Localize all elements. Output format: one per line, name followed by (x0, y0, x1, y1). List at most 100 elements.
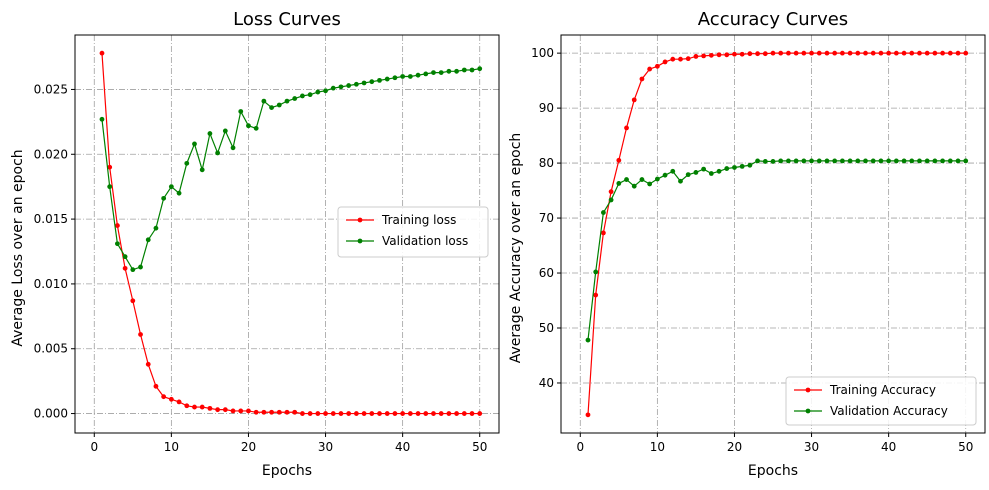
accuracy-series-validation-point (654, 176, 660, 182)
accuracy-series-validation-point (639, 177, 645, 182)
accuracy-legend-entry-training-marker (805, 387, 811, 393)
loss-series-validation-point (423, 71, 429, 77)
loss-series-validation-point (192, 141, 197, 147)
loss-x-tick-label: 0 (90, 440, 98, 454)
loss-y-tick-label: 0.010 (34, 277, 68, 291)
accuracy-series-validation-point (608, 197, 614, 203)
accuracy-series-validation-point (901, 158, 907, 164)
accuracy-series-training-point (917, 50, 922, 56)
loss-series-training-point (338, 411, 344, 416)
loss-series-training-point (330, 411, 336, 416)
loss-series-training-point (477, 411, 483, 416)
accuracy-series-training-point (670, 56, 676, 62)
accuracy-series-training-point (932, 50, 938, 56)
accuracy-series-validation-point (647, 181, 653, 187)
loss-series-validation-point (168, 184, 174, 190)
loss-series-validation-point (469, 67, 475, 73)
loss-series-training-point (261, 409, 267, 415)
accuracy-series-validation (585, 158, 969, 343)
loss-series-training-point (361, 411, 367, 416)
accuracy-series-training-point (601, 230, 606, 236)
accuracy-series-training (585, 50, 969, 418)
loss-series-training-point (138, 332, 143, 337)
loss-series-validation-point (215, 150, 221, 156)
accuracy-series-validation-point (816, 158, 822, 164)
loss-series-validation-point (307, 92, 313, 98)
accuracy-series-training-point (855, 50, 861, 56)
accuracy-series-training-point (816, 50, 822, 56)
loss-series-validation-point (431, 70, 436, 75)
loss-series-validation-point (292, 96, 298, 101)
loss-series-training-point (454, 411, 459, 416)
accuracy-series-validation-point (863, 158, 868, 164)
accuracy-series-training-point (809, 50, 814, 56)
accuracy-chart: Accuracy Curves Epochs Average Accuracy … (508, 9, 986, 479)
loss-series-training-point (446, 411, 452, 416)
accuracy-series-validation-point (893, 158, 899, 164)
loss-x-tick-label: 10 (164, 440, 179, 454)
loss-series-validation-point (115, 241, 120, 247)
accuracy-series-validation-point (747, 162, 753, 168)
loss-series-training-point (145, 361, 151, 367)
accuracy-series-training-point (778, 50, 784, 56)
accuracy-series-validation-point (678, 178, 683, 184)
accuracy-legend-entry-training-label: Training Accuracy (829, 383, 936, 397)
accuracy-x-tick-label: 10 (650, 440, 665, 454)
accuracy-series-validation-point (739, 163, 745, 169)
loss-series-training-point (284, 409, 290, 415)
accuracy-series-training-point (716, 52, 722, 58)
loss-series-validation-point (407, 74, 413, 79)
loss-series-validation-point (353, 81, 359, 87)
accuracy-series-validation-point (793, 158, 799, 164)
accuracy-series-validation-point (670, 168, 676, 174)
loss-series-training-point (392, 411, 398, 416)
accuracy-series-validation-point (955, 158, 961, 164)
loss-series-training-point (377, 411, 382, 416)
loss-series-validation-point (199, 167, 205, 173)
accuracy-series-training-point (824, 50, 830, 56)
accuracy-series-validation-point (917, 158, 922, 164)
loss-series-validation-point (222, 128, 228, 134)
accuracy-series-training-point (747, 51, 753, 57)
accuracy-series-validation-point (616, 181, 622, 186)
loss-series-validation-point (323, 88, 328, 94)
accuracy-x-tick-label: 50 (958, 440, 973, 454)
loss-legend: Training loss Validation loss (337, 206, 489, 258)
accuracy-series-validation-point (624, 177, 629, 182)
accuracy-series-validation-point (662, 172, 668, 178)
loss-series-training-point (469, 411, 475, 416)
accuracy-y-tick-label: 50 (539, 321, 554, 335)
loss-y-tick-label: 0.025 (34, 82, 68, 96)
accuracy-series-training-point (624, 125, 629, 131)
loss-series-validation-point (384, 76, 390, 82)
loss-series-validation-point (446, 68, 452, 74)
loss-y-tick-label: 0.005 (34, 342, 68, 356)
accuracy-series-validation-point (716, 168, 722, 174)
loss-series-validation-point (261, 98, 267, 104)
accuracy-series-training-point (893, 50, 899, 56)
loss-series-validation-point (145, 237, 151, 243)
loss-series-validation-point (138, 264, 143, 270)
accuracy-x-tick-label: 30 (804, 440, 819, 454)
accuracy-series-training-point (940, 50, 945, 56)
accuracy-x-tick-label: 20 (727, 440, 742, 454)
loss-x-tick-label: 20 (241, 440, 256, 454)
loss-series-training-point (99, 50, 105, 56)
loss-series-training-point (168, 396, 174, 402)
loss-series-training-point (230, 408, 236, 414)
loss-series-validation-point (477, 66, 483, 72)
loss-series-validation-point (230, 145, 236, 151)
loss-series-training-point (300, 411, 305, 416)
accuracy-series-validation-point (593, 269, 599, 275)
loss-series-training-point (215, 407, 221, 413)
accuracy-series-training-point (963, 50, 969, 56)
accuracy-series-training-point (631, 97, 637, 103)
loss-series-training-point (276, 409, 282, 415)
accuracy-series-training-point (739, 51, 745, 57)
loss-series-validation-point (238, 109, 244, 114)
accuracy-series-validation-point (732, 165, 737, 170)
accuracy-series-validation-point (832, 158, 838, 164)
loss-chart-title: Loss Curves (233, 9, 341, 30)
loss-x-tick-label: 40 (395, 440, 410, 454)
loss-series-validation-point (130, 267, 136, 273)
